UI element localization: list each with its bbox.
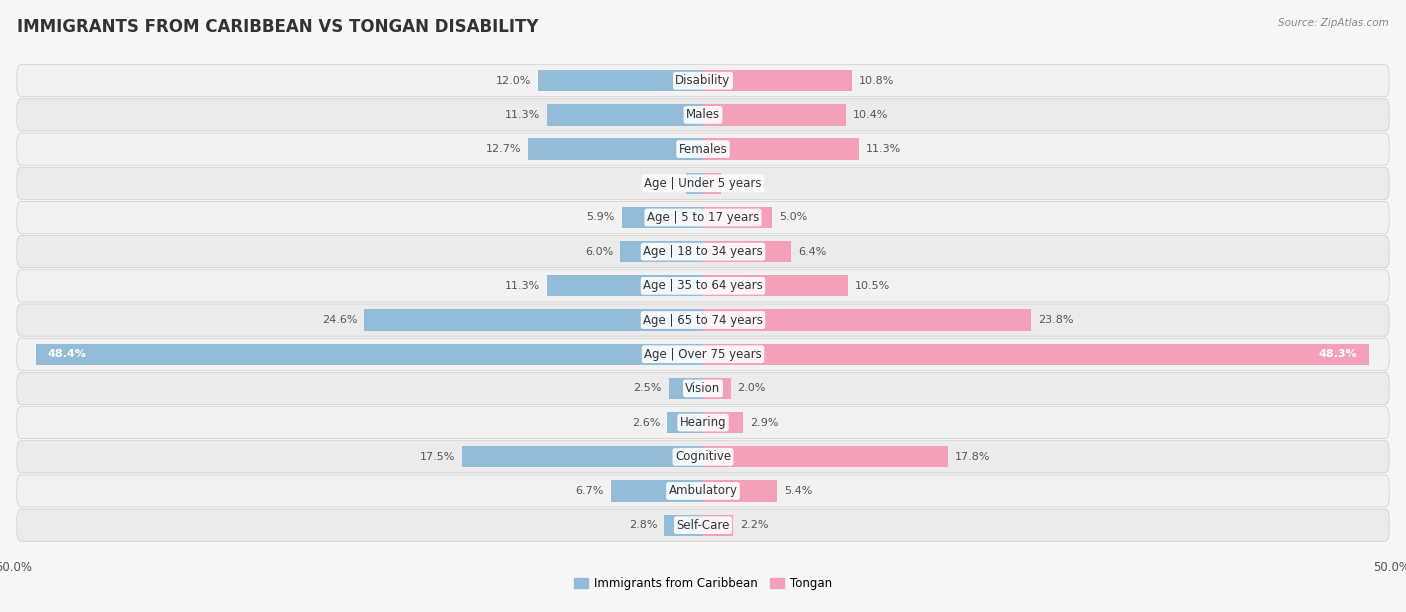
Text: Disability: Disability (675, 74, 731, 88)
Bar (529, 138, 703, 160)
Text: Source: ZipAtlas.com: Source: ZipAtlas.com (1278, 18, 1389, 28)
Bar (364, 310, 703, 330)
Bar (610, 480, 703, 502)
Text: 6.4%: 6.4% (799, 247, 827, 256)
Text: Vision: Vision (685, 382, 721, 395)
Bar (668, 412, 703, 433)
Text: 5.0%: 5.0% (779, 212, 807, 223)
FancyBboxPatch shape (17, 304, 1389, 336)
Text: Hearing: Hearing (679, 416, 727, 429)
Text: 2.2%: 2.2% (740, 520, 769, 530)
Text: Age | 65 to 74 years: Age | 65 to 74 years (643, 313, 763, 327)
Bar (621, 207, 703, 228)
Text: Age | 18 to 34 years: Age | 18 to 34 years (643, 245, 763, 258)
Text: 2.5%: 2.5% (633, 383, 662, 394)
Legend: Immigrants from Caribbean, Tongan: Immigrants from Caribbean, Tongan (569, 572, 837, 594)
Text: 1.2%: 1.2% (651, 178, 679, 188)
Text: Age | Over 75 years: Age | Over 75 years (644, 348, 762, 360)
FancyBboxPatch shape (17, 99, 1389, 131)
Text: 1.3%: 1.3% (728, 178, 756, 188)
FancyBboxPatch shape (17, 270, 1389, 302)
Text: 2.9%: 2.9% (749, 417, 779, 428)
FancyBboxPatch shape (17, 236, 1389, 267)
Bar (703, 241, 792, 263)
Text: Age | 35 to 64 years: Age | 35 to 64 years (643, 279, 763, 293)
Text: 2.0%: 2.0% (738, 383, 766, 394)
Text: 5.9%: 5.9% (586, 212, 614, 223)
Text: 5.4%: 5.4% (785, 486, 813, 496)
FancyBboxPatch shape (17, 338, 1389, 370)
Text: 12.7%: 12.7% (485, 144, 522, 154)
Bar (461, 446, 703, 468)
Text: 10.5%: 10.5% (855, 281, 890, 291)
Bar (686, 173, 703, 194)
Bar (703, 173, 721, 194)
Bar (37, 343, 703, 365)
Text: 10.4%: 10.4% (853, 110, 889, 120)
Text: 17.5%: 17.5% (419, 452, 456, 462)
FancyBboxPatch shape (17, 475, 1389, 507)
Text: 48.3%: 48.3% (1319, 349, 1358, 359)
Text: 2.8%: 2.8% (628, 520, 658, 530)
Text: 17.8%: 17.8% (955, 452, 991, 462)
Bar (665, 515, 703, 536)
Text: 6.7%: 6.7% (575, 486, 603, 496)
Text: 48.4%: 48.4% (48, 349, 86, 359)
Text: 23.8%: 23.8% (1038, 315, 1073, 325)
FancyBboxPatch shape (17, 65, 1389, 97)
Text: 11.3%: 11.3% (866, 144, 901, 154)
Text: Cognitive: Cognitive (675, 450, 731, 463)
Text: Males: Males (686, 108, 720, 121)
Text: Self-Care: Self-Care (676, 518, 730, 532)
Text: Ambulatory: Ambulatory (668, 485, 738, 498)
Text: 24.6%: 24.6% (322, 315, 357, 325)
FancyBboxPatch shape (17, 441, 1389, 473)
Bar (703, 412, 742, 433)
Text: IMMIGRANTS FROM CARIBBEAN VS TONGAN DISABILITY: IMMIGRANTS FROM CARIBBEAN VS TONGAN DISA… (17, 18, 538, 36)
FancyBboxPatch shape (17, 509, 1389, 541)
Text: 11.3%: 11.3% (505, 281, 540, 291)
FancyBboxPatch shape (17, 133, 1389, 165)
FancyBboxPatch shape (17, 372, 1389, 405)
Bar (703, 104, 846, 125)
Text: 2.6%: 2.6% (631, 417, 661, 428)
Text: 10.8%: 10.8% (859, 76, 894, 86)
Bar (703, 138, 859, 160)
FancyBboxPatch shape (17, 167, 1389, 200)
Bar (703, 480, 778, 502)
Bar (703, 70, 852, 91)
Bar (547, 275, 703, 296)
Bar (703, 446, 948, 468)
FancyBboxPatch shape (17, 201, 1389, 234)
Bar (703, 515, 734, 536)
Text: Age | 5 to 17 years: Age | 5 to 17 years (647, 211, 759, 224)
Bar (703, 275, 848, 296)
Bar (703, 207, 772, 228)
Bar (703, 378, 731, 399)
Bar (547, 104, 703, 125)
Text: 11.3%: 11.3% (505, 110, 540, 120)
Text: 6.0%: 6.0% (585, 247, 613, 256)
Bar (703, 343, 1368, 365)
Text: 12.0%: 12.0% (495, 76, 531, 86)
Bar (620, 241, 703, 263)
FancyBboxPatch shape (17, 406, 1389, 439)
Bar (537, 70, 703, 91)
Bar (669, 378, 703, 399)
Text: Age | Under 5 years: Age | Under 5 years (644, 177, 762, 190)
Bar (703, 310, 1031, 330)
Text: Females: Females (679, 143, 727, 155)
